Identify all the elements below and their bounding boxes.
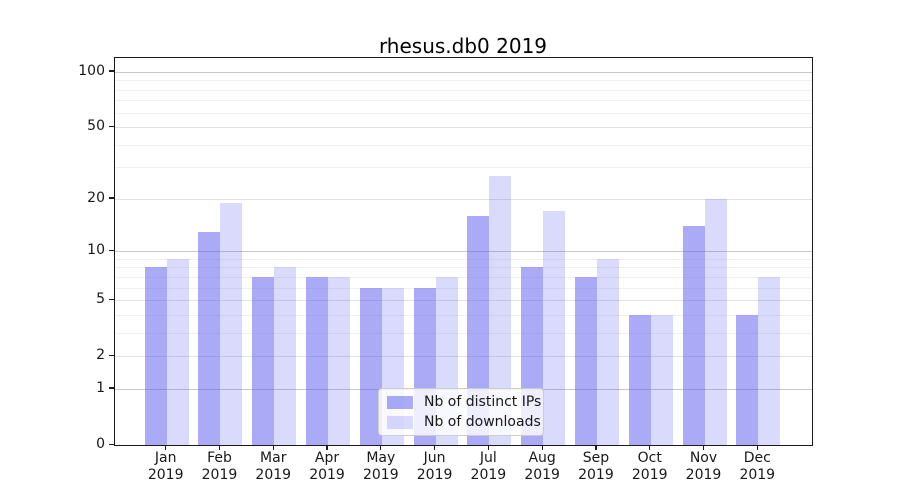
legend-label-downloads: Nb of downloads	[424, 414, 541, 430]
x-axis-tick-label: Jul 2019	[470, 450, 507, 483]
x-axis-tick	[487, 445, 490, 451]
x-axis-tick	[649, 445, 651, 451]
y-gridline	[115, 267, 812, 269]
x-axis-tick-label: Feb 2019	[201, 450, 238, 483]
y-gridline	[115, 71, 812, 73]
y-axis-tick	[109, 197, 114, 199]
y-axis-tick-label: 0	[96, 436, 105, 452]
y-gridline	[115, 89, 812, 91]
y-gridline	[115, 287, 812, 289]
y-axis-tick-label: 20	[87, 189, 105, 206]
bar-downloads	[220, 202, 243, 445]
bar-downloads	[166, 258, 189, 445]
y-gridline	[115, 100, 812, 102]
bar-downloads	[650, 314, 673, 445]
x-axis-tick	[380, 445, 382, 451]
x-axis-tick	[326, 445, 328, 451]
bar-downloads	[596, 258, 619, 445]
y-gridline	[115, 276, 812, 278]
y-gridline	[115, 300, 812, 302]
x-axis-tick-label: Dec 2019	[739, 450, 776, 483]
x-axis-tick	[756, 445, 758, 451]
bar-distinct-ips	[144, 267, 167, 445]
bar-downloads	[758, 276, 781, 445]
bar-distinct-ips	[682, 226, 705, 445]
x-axis-tick-label: Mar 2019	[255, 450, 292, 483]
y-axis-tick	[109, 125, 114, 128]
bar-downloads	[543, 211, 566, 445]
y-gridline	[115, 112, 812, 114]
x-axis-tick-label: Apr 2019	[309, 450, 345, 483]
y-gridline	[115, 127, 812, 129]
y-axis-tick-label: 100	[78, 62, 105, 79]
x-axis-tick-label: May 2019	[362, 450, 399, 483]
y-axis-tick	[109, 70, 114, 72]
y-axis-tick-label: 50	[87, 118, 105, 135]
y-gridline	[115, 144, 812, 146]
x-axis-tick-label: Aug 2019	[524, 450, 560, 483]
y-gridline	[115, 198, 812, 200]
x-axis-tick-label: Nov 2019	[685, 450, 722, 483]
bar-distinct-ips	[628, 314, 651, 445]
legend-item-downloads: Nb of downloads	[387, 414, 541, 430]
x-axis-tick-label: Jan 2019	[147, 450, 184, 483]
bar-downloads	[328, 276, 351, 445]
x-axis-tick	[433, 445, 436, 451]
bar-downloads	[274, 267, 297, 445]
x-axis-tick-label: Oct 2019	[631, 450, 668, 483]
bar-distinct-ips	[574, 276, 597, 445]
bar-distinct-ips	[306, 276, 329, 445]
y-axis-tick	[109, 443, 114, 445]
bar-downloads	[489, 175, 512, 445]
x-axis-tick	[218, 445, 221, 451]
legend: Nb of distinct IPs Nb of downloads	[378, 388, 544, 436]
y-axis-tick	[109, 249, 114, 251]
y-axis-tick	[109, 298, 114, 300]
x-axis-tick	[541, 445, 543, 451]
y-gridline	[115, 332, 812, 334]
y-axis-tick	[109, 387, 114, 389]
y-gridline	[115, 356, 812, 358]
legend-item-distinct-ips: Nb of distinct IPs	[387, 394, 541, 410]
x-axis-tick	[595, 445, 597, 451]
legend-swatch-distinct-ips	[387, 395, 413, 409]
bar-downloads	[704, 198, 727, 445]
y-gridline	[115, 314, 812, 316]
bar-distinct-ips	[198, 231, 221, 445]
x-axis-tick-label: Jun 2019	[416, 450, 453, 483]
x-axis-tick-label: Sep 2019	[578, 450, 614, 483]
y-axis-tick-label: 1	[96, 379, 105, 396]
x-axis-tick	[272, 445, 274, 451]
y-gridline	[115, 80, 812, 82]
legend-swatch-downloads	[387, 415, 413, 429]
x-axis-tick	[702, 445, 705, 451]
bar-distinct-ips	[467, 216, 490, 445]
y-gridline	[115, 251, 812, 253]
y-axis-tick-label: 10	[87, 242, 105, 259]
y-gridline	[115, 167, 812, 169]
y-gridline	[115, 258, 812, 260]
y-axis-tick	[109, 354, 114, 356]
y-axis-tick-label: 2	[96, 347, 105, 364]
legend-label-distinct-ips: Nb of distinct IPs	[424, 394, 542, 410]
bar-distinct-ips	[359, 287, 382, 445]
bar-distinct-ips	[252, 276, 275, 445]
bar-distinct-ips	[736, 314, 759, 445]
chart-title: rhesus.db0 2019	[378, 34, 548, 58]
x-axis-tick	[165, 445, 167, 451]
y-axis-tick-label: 5	[96, 291, 105, 308]
